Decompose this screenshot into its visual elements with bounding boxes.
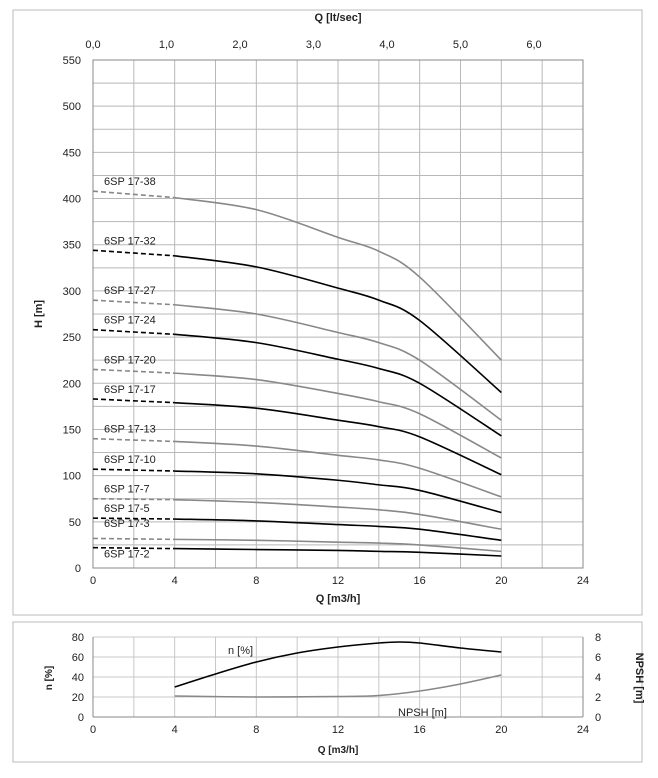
curve-dashed-segment	[92, 299, 175, 306]
x2-tick-label: 5,0	[453, 39, 468, 51]
curve-label: 6SP 17-27	[104, 285, 156, 297]
x-tick-label: 4	[172, 724, 178, 736]
x-tick-label: 24	[577, 724, 589, 736]
y-tick-label: 150	[63, 424, 81, 436]
curve-label: 6SP 17-2	[104, 549, 150, 561]
curve-label: 6SP 17-5	[104, 503, 150, 515]
efficiency-tick-label: 80	[72, 632, 84, 644]
x-tick-label: 12	[332, 724, 344, 736]
head-chart: 0 4 8 12 16 20 24 0 50 100 150 200 250 300 350 400 450 50…	[63, 39, 589, 587]
head-curve	[174, 518, 502, 542]
x-tick-label: 16	[414, 575, 426, 587]
x2-tick-label: 3,0	[306, 39, 321, 51]
curve-label: 6SP 17-17	[104, 384, 156, 396]
y-tick-label: 450	[63, 147, 81, 159]
efficiency-chart-frame	[12, 621, 643, 763]
x-tick-label: 8	[253, 575, 259, 587]
x-tick-label: 20	[495, 575, 507, 587]
curve-dashed-segment	[92, 546, 175, 550]
y-tick-label: 350	[63, 240, 81, 252]
x-tick-label: 0	[90, 724, 96, 736]
npsh-tick-label: 0	[595, 712, 601, 724]
curve-label: 6SP 17-24	[104, 315, 156, 327]
head-curve	[174, 470, 502, 514]
curve-label: 6SP 17-13	[104, 424, 156, 436]
efficiency-tick-label: 60	[72, 652, 84, 664]
curve-dashed-segment	[92, 468, 175, 472]
head-curve	[174, 372, 502, 459]
x-tick-label: 24	[577, 575, 589, 587]
npsh-curve-label: NPSH [m]	[398, 707, 447, 719]
x-tick-label: 16	[414, 724, 426, 736]
y-tick-label: 100	[63, 471, 81, 483]
x2-tick-label: 2,0	[232, 39, 247, 51]
x-tick-label: 4	[172, 575, 178, 587]
y-axis-label: H [m]	[33, 300, 45, 328]
npsh-tick-label: 4	[595, 672, 601, 684]
curve-dashed-segment	[92, 537, 175, 541]
efficiency-tick-label: 20	[72, 692, 84, 704]
npsh-tick-label: 2	[595, 692, 601, 704]
curve-dashed-segment	[92, 328, 175, 336]
x2-tick-label: 1,0	[159, 39, 174, 51]
head-curve	[174, 498, 502, 530]
head-curve	[174, 547, 502, 557]
curve-label: 6SP 17-32	[104, 235, 156, 247]
head-curve	[174, 196, 502, 361]
x-tick-label: 12	[332, 575, 344, 587]
npsh-curve	[174, 674, 502, 698]
curve-label: 6SP 17-20	[104, 354, 156, 366]
y-tick-label: 250	[63, 332, 81, 344]
curve-dashed-segment	[92, 368, 175, 374]
head-curve	[174, 255, 502, 394]
npsh-axis-label: NPSH [m]	[633, 653, 645, 704]
x-tick-label: 0	[90, 575, 96, 587]
efficiency-curve-label: n [%]	[228, 645, 253, 657]
efficiency-tick-label: 0	[78, 712, 84, 724]
curve-dashed-segment	[92, 437, 175, 443]
x2-axis-label: Q [lt/sec]	[314, 12, 361, 24]
curve-dashed-segment	[92, 249, 175, 257]
curve-dashed-segment	[92, 497, 175, 501]
y-tick-label: 500	[63, 101, 81, 113]
efficiency-tick-label: 40	[72, 672, 84, 684]
curve-label: 6SP 17-3	[104, 518, 150, 530]
x-tick-label: 8	[253, 724, 259, 736]
head-curve	[174, 333, 502, 437]
y-tick-label: 50	[69, 517, 81, 529]
curve-dashed-segment	[92, 398, 175, 404]
head-curve	[174, 538, 502, 553]
curve-dashed-segment	[92, 190, 175, 199]
bottom-x-axis-label: Q [m3/h]	[318, 745, 359, 756]
x2-tick-label: 0,0	[85, 39, 100, 51]
y-tick-label: 200	[63, 378, 81, 390]
curve-label: 6SP 17-10	[104, 454, 156, 466]
npsh-tick-label: 6	[595, 652, 601, 664]
head-curve	[174, 440, 502, 498]
head-curve	[174, 303, 502, 421]
curve-label: 6SP 17-38	[104, 176, 156, 188]
main-chart-frame	[12, 9, 643, 616]
x2-tick-label: 4,0	[379, 39, 394, 51]
y-tick-label: 400	[63, 194, 81, 206]
y-tick-label: 550	[63, 55, 81, 67]
x-axis-label: Q [m3/h]	[316, 593, 361, 605]
efficiency-curve	[174, 641, 502, 688]
efficiency-axis-label: n [%]	[44, 666, 55, 690]
head-curve	[174, 401, 502, 476]
plot-area	[92, 59, 584, 569]
curve-dashed-segment	[92, 517, 175, 520]
y-tick-label: 0	[75, 563, 81, 575]
curve-label: 6SP 17-7	[104, 484, 150, 496]
x2-tick-label: 6,0	[526, 39, 541, 51]
y-tick-label: 300	[63, 286, 81, 298]
x-tick-label: 20	[495, 724, 507, 736]
npsh-tick-label: 8	[595, 632, 601, 644]
